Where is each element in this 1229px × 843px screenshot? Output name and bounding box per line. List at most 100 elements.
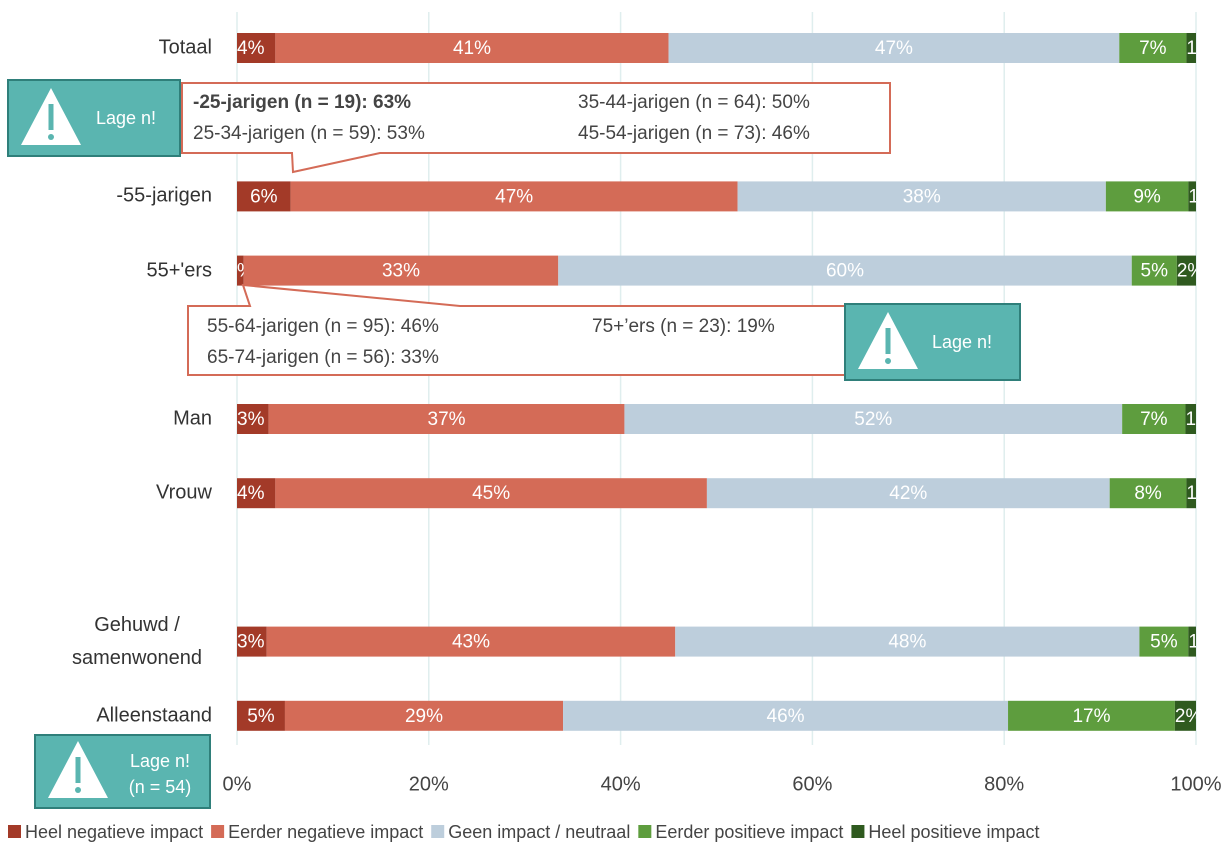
- bar-segment: [266, 626, 676, 657]
- bars: 4% 41% 47% 7% 1% 6% 47% 38% 9% 1%% 33% 60% 5% 2% 3% 37%…: [237, 33, 1216, 731]
- warning-text: Lage n!: [96, 108, 156, 128]
- value-label: 1%: [1188, 186, 1216, 207]
- category-label: Gehuwd / samenwonend: [71, 613, 203, 669]
- bar-segment: [706, 478, 1110, 509]
- value-label: 1%: [1186, 38, 1214, 59]
- value-label: 2%: [1177, 261, 1205, 282]
- x-tick-label: 60%: [792, 773, 832, 795]
- legend-swatch: [638, 825, 652, 838]
- bar-segment: [1139, 626, 1189, 657]
- callout-single: Lage n! (n = 54): [34, 734, 211, 809]
- bar-segment: [1174, 700, 1196, 731]
- legend-label: Geen impact / neutraal: [448, 822, 630, 842]
- bar-segment: [624, 404, 1123, 434]
- value-label: 47%: [495, 186, 533, 207]
- x-tick-label: 40%: [601, 773, 641, 795]
- bar-segment: [1188, 181, 1196, 212]
- callout-line: -25-jarigen (n = 19): 63%: [193, 92, 411, 113]
- bar-segment: [1119, 33, 1187, 63]
- warning-icon: [75, 787, 81, 793]
- bar-segment: [1186, 478, 1196, 509]
- value-label: 8%: [1134, 483, 1162, 504]
- value-label: 37%: [428, 409, 466, 430]
- bar-segment: [290, 181, 738, 212]
- value-label: 4%: [237, 483, 265, 504]
- bar-segment: [558, 255, 1132, 286]
- value-label: 41%: [453, 38, 491, 59]
- bar-segment: [737, 181, 1106, 212]
- warning-icon: [48, 104, 54, 130]
- bar-segment: [275, 478, 707, 509]
- callout-box: [187, 283, 846, 376]
- value-label: 5%: [247, 706, 275, 727]
- callout-line: 65-74-jarigen (n = 56): 33%: [207, 347, 439, 368]
- value-label: 2%: [1175, 706, 1203, 727]
- value-label: 47%: [875, 38, 913, 59]
- value-label: 3%: [237, 409, 265, 430]
- legend-label: Eerder negatieve impact: [228, 822, 423, 842]
- bar-segment: [1109, 478, 1187, 509]
- value-label: 5%: [1141, 261, 1169, 282]
- category-label: Man: [173, 407, 212, 430]
- value-label: 43%: [452, 632, 490, 653]
- value-label: 29%: [405, 706, 443, 727]
- value-label: 48%: [888, 632, 926, 653]
- legend-swatch: [431, 825, 445, 838]
- legend-label: Heel negatieve impact: [25, 822, 203, 842]
- callout-line: 25-34-jarigen (n = 59): 53%: [193, 123, 425, 144]
- category-label: Alleenstaand: [96, 704, 212, 727]
- warning-text: Lage n!: [932, 332, 992, 352]
- value-label: 45%: [472, 483, 510, 504]
- x-tick-label: 0%: [223, 773, 252, 795]
- bar-segment: [237, 404, 269, 434]
- bar-segment: [563, 700, 1009, 731]
- bar-segment: [1122, 404, 1186, 434]
- bar-segment: [237, 255, 244, 286]
- value-label: 7%: [1139, 38, 1167, 59]
- category-label: Totaal: [158, 36, 212, 59]
- bar-segment: [243, 255, 559, 286]
- bar-segment: [237, 181, 291, 212]
- warning-icon: [48, 134, 54, 140]
- bar-segment: [1105, 181, 1189, 212]
- category-label: 55+'ers: [146, 259, 212, 282]
- legend-swatch: [211, 825, 225, 838]
- value-label: 42%: [889, 483, 927, 504]
- bar-segment: [1186, 33, 1196, 63]
- callout-old: 55-64-jarigen (n = 95): 46% 75+’ers (n =…: [187, 283, 1021, 381]
- value-label: 60%: [826, 261, 864, 282]
- callout-line: 35-44-jarigen (n = 64): 50%: [578, 92, 810, 113]
- legend-label: Eerder positieve impact: [655, 822, 843, 842]
- callout-line: 55-64-jarigen (n = 95): 46%: [207, 316, 439, 337]
- value-label: 9%: [1133, 186, 1161, 207]
- value-label: 33%: [382, 261, 420, 282]
- value-label: 6%: [250, 186, 278, 207]
- legend: Heel negatieve impact Eerder negatieve im…: [8, 822, 1040, 842]
- legend-label: Heel positieve impact: [868, 822, 1039, 842]
- warning-icon: [75, 757, 81, 783]
- category-label: -55-jarigen: [116, 184, 212, 207]
- warning-icon: [885, 328, 891, 354]
- callout-box: [181, 82, 891, 174]
- callout-line: 75+’ers (n = 23): 19%: [592, 316, 775, 337]
- value-label: %: [237, 261, 254, 282]
- bar-segment: [237, 626, 267, 657]
- value-label: 1%: [1186, 483, 1214, 504]
- bar-segment: [1185, 404, 1196, 434]
- warning-text: (n = 54): [129, 777, 192, 797]
- value-label: 46%: [767, 706, 805, 727]
- callout-line: 45-54-jarigen (n = 73): 46%: [578, 123, 810, 144]
- bar-segment: [268, 404, 625, 434]
- value-label: 17%: [1072, 706, 1110, 727]
- x-tick-label: 20%: [409, 773, 449, 795]
- bar-segment: [237, 478, 276, 509]
- bar-segment: [237, 33, 276, 63]
- value-label: 5%: [1150, 632, 1178, 653]
- legend-swatch: [851, 825, 865, 838]
- warning-icon: [885, 358, 891, 364]
- x-tick-label: 100%: [1170, 773, 1221, 795]
- value-label: 3%: [237, 632, 265, 653]
- bar-segment: [237, 700, 285, 731]
